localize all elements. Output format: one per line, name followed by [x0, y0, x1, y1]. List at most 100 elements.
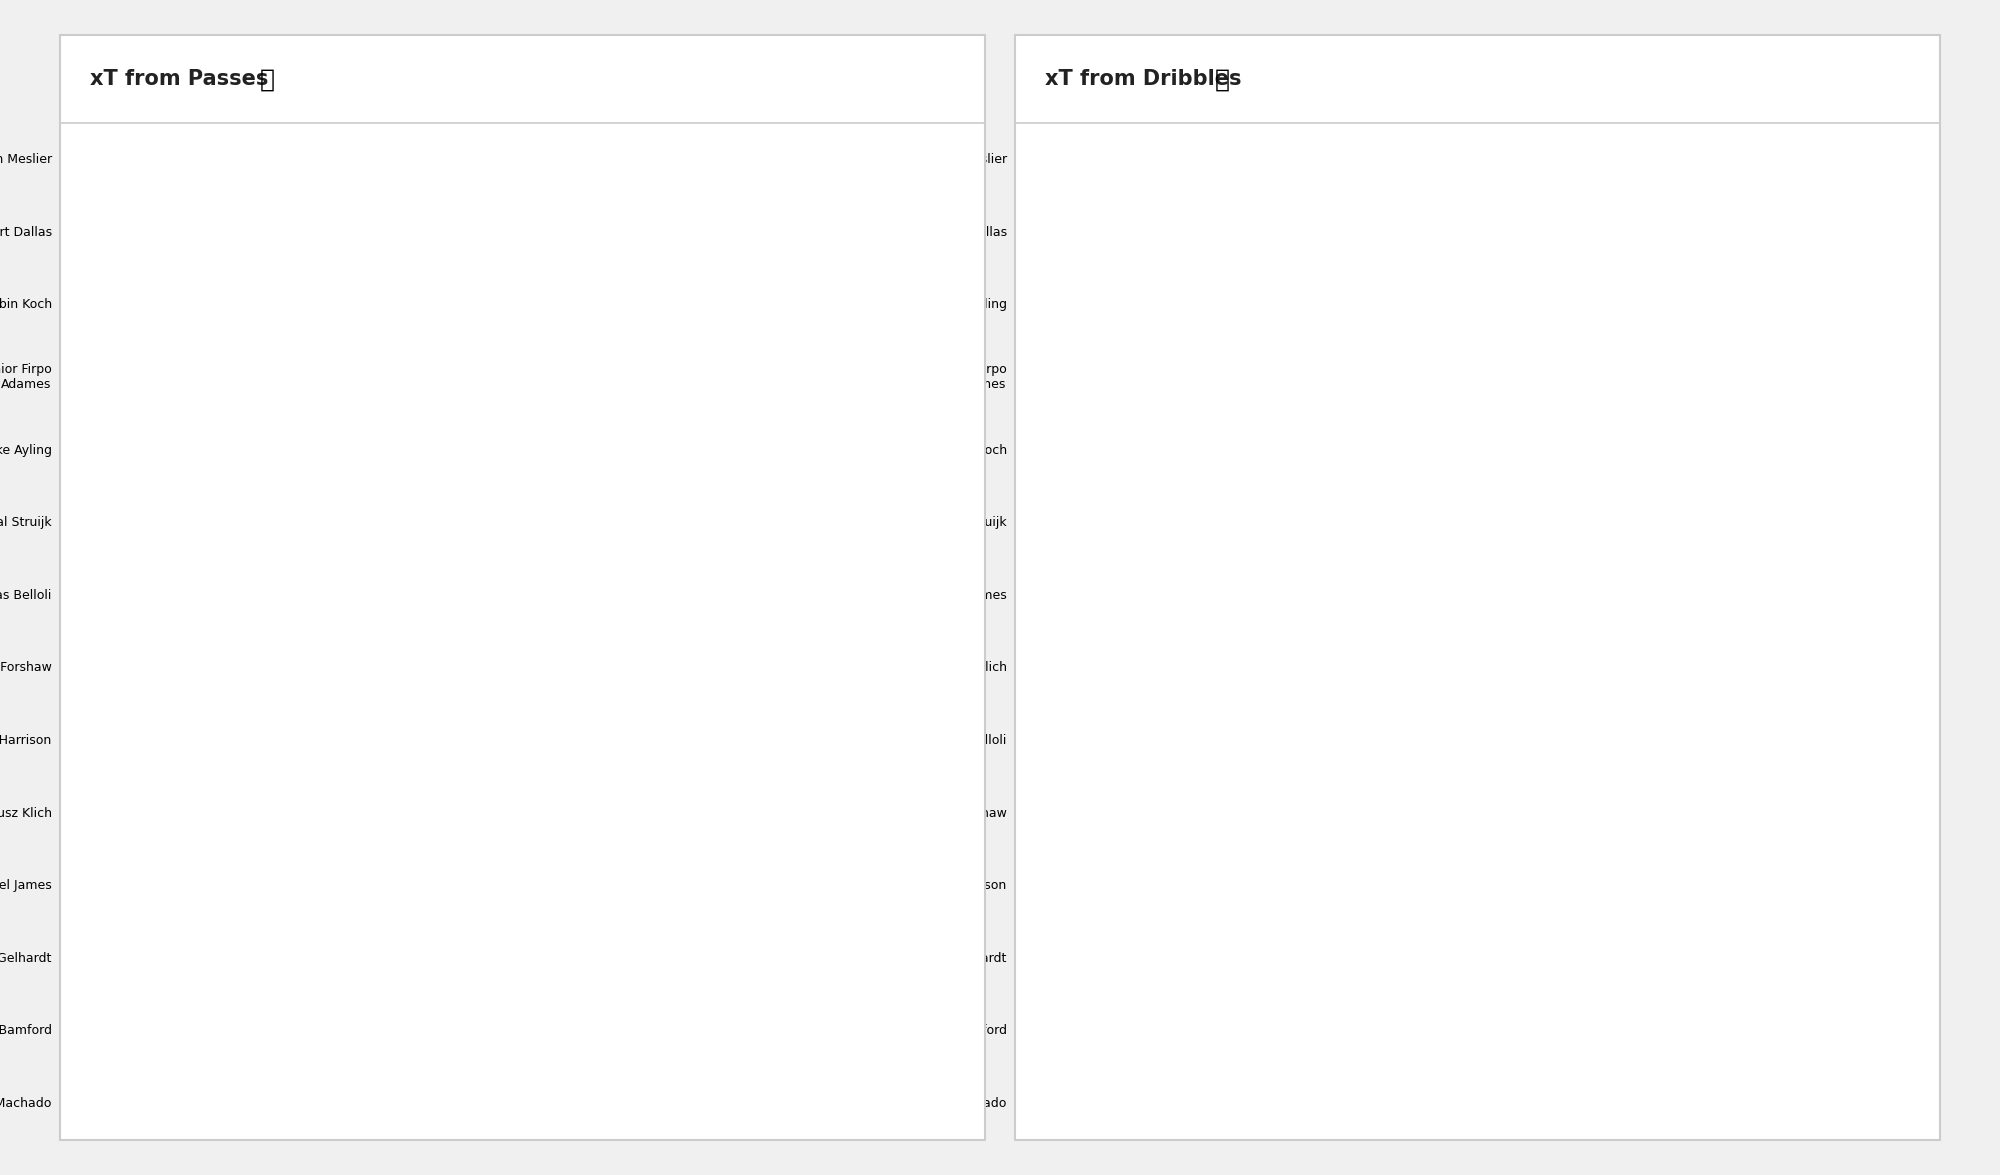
Bar	[1014, 922, 1940, 1140]
Text: 0: 0	[1398, 1099, 1406, 1108]
Text: 0: 0	[1398, 663, 1406, 673]
Text: 0.082: 0.082	[1838, 590, 1872, 600]
Bar	[1014, 196, 1940, 559]
Bar	[1350, 430, 1412, 470]
Text: 0.076: 0.076	[1806, 953, 1842, 964]
Bar	[1014, 123, 1940, 196]
Bar	[1258, 939, 1412, 979]
Bar	[1412, 576, 1834, 616]
Text: -0.079: -0.079	[62, 1099, 102, 1108]
Text: 0.29: 0.29	[692, 227, 720, 237]
Bar	[60, 559, 984, 922]
Bar	[230, 866, 326, 906]
Text: 0.004: 0.004	[1436, 808, 1470, 818]
Bar	[230, 720, 580, 760]
Text: 0.029: 0.029	[1564, 227, 1600, 237]
Text: 0: 0	[1418, 880, 1426, 891]
Bar	[1412, 1083, 1448, 1123]
Bar	[1412, 793, 1432, 833]
Bar	[226, 503, 230, 543]
Bar	[1412, 213, 1562, 253]
Text: 0.19: 0.19	[534, 372, 562, 383]
Text: -0.055: -0.055	[100, 663, 140, 673]
Bar	[1014, 559, 1940, 922]
Bar	[176, 1010, 230, 1050]
Text: -0.04: -0.04	[132, 953, 164, 964]
Text: -0.04: -0.04	[132, 300, 164, 310]
Text: 0: 0	[1418, 445, 1426, 455]
Text: 0.16: 0.16	[486, 808, 514, 818]
Bar	[144, 576, 230, 616]
Text: 0.061: 0.061	[1728, 1026, 1764, 1036]
Text: 0: 0	[1398, 808, 1406, 818]
Text: xT from Dribbles: xT from Dribbles	[1044, 69, 1242, 89]
Bar	[104, 1083, 230, 1123]
Text: 0: 0	[234, 1099, 242, 1108]
Text: 0: 0	[1398, 518, 1406, 528]
Bar	[230, 503, 356, 543]
Bar	[1412, 720, 1474, 760]
Bar	[142, 647, 230, 687]
Text: 0.38: 0.38	[836, 590, 864, 600]
Bar	[230, 284, 596, 324]
Bar	[1412, 1010, 1726, 1050]
Bar	[138, 866, 230, 906]
Text: -0.049: -0.049	[110, 372, 150, 383]
Bar	[166, 939, 230, 979]
Text: 0.012: 0.012	[1476, 736, 1512, 745]
Bar	[230, 647, 644, 687]
Bar	[230, 140, 246, 180]
Text: -0.012: -0.012	[1308, 445, 1346, 455]
Bar	[230, 793, 484, 833]
Text: 0: 0	[234, 1026, 242, 1036]
Text: 0.23: 0.23	[598, 300, 624, 310]
Text: -0.054: -0.054	[102, 590, 142, 600]
Bar	[60, 196, 984, 559]
Text: 0: 0	[1398, 227, 1406, 237]
Text: 0: 0	[1418, 518, 1426, 528]
Bar	[1402, 284, 1412, 324]
Bar	[1412, 284, 1514, 324]
Bar	[1412, 357, 1432, 397]
Text: 🛡: 🛡	[260, 67, 276, 92]
Text: 0.06: 0.06	[328, 880, 354, 891]
Text: -0.011: -0.011	[170, 736, 210, 745]
Text: 0.014: 0.014	[1486, 663, 1522, 673]
Bar	[224, 430, 230, 470]
Text: 0: 0	[218, 155, 226, 164]
Text: -0.002: -0.002	[184, 518, 224, 528]
Text: -0.004: -0.004	[182, 445, 222, 455]
Bar	[166, 284, 230, 324]
Text: 0.007: 0.007	[1450, 1099, 1486, 1108]
Text: -0.008: -0.008	[1328, 880, 1368, 891]
Text: 0: 0	[1398, 155, 1406, 164]
Bar	[202, 793, 230, 833]
Text: -0.057: -0.057	[98, 880, 136, 891]
Bar	[60, 123, 984, 196]
Text: 0.01: 0.01	[248, 155, 274, 164]
Bar	[230, 357, 532, 397]
Text: 0.02: 0.02	[1518, 300, 1544, 310]
Text: -0.03: -0.03	[1222, 953, 1254, 964]
Text: 🛡: 🛡	[1214, 67, 1230, 92]
Text: 0.17: 0.17	[502, 445, 530, 455]
Bar	[212, 720, 230, 760]
Text: -0.034: -0.034	[134, 1026, 174, 1036]
Bar	[230, 939, 294, 979]
Bar	[230, 430, 500, 470]
Bar	[230, 576, 834, 616]
Text: -0.027: -0.027	[1230, 736, 1270, 745]
Bar	[1412, 939, 1804, 979]
Bar	[1412, 647, 1484, 687]
Text: xT from Passes: xT from Passes	[90, 69, 268, 89]
Bar	[1370, 866, 1412, 906]
Text: 0: 0	[1418, 155, 1426, 164]
Bar	[1272, 720, 1412, 760]
Text: 0.04: 0.04	[296, 953, 322, 964]
Bar	[1118, 576, 1412, 616]
Text: 0.22: 0.22	[582, 736, 608, 745]
Text: -0.057: -0.057	[1076, 590, 1114, 600]
Text: 0.08: 0.08	[358, 518, 386, 528]
Text: 0: 0	[1398, 372, 1406, 383]
Bar	[230, 213, 690, 253]
